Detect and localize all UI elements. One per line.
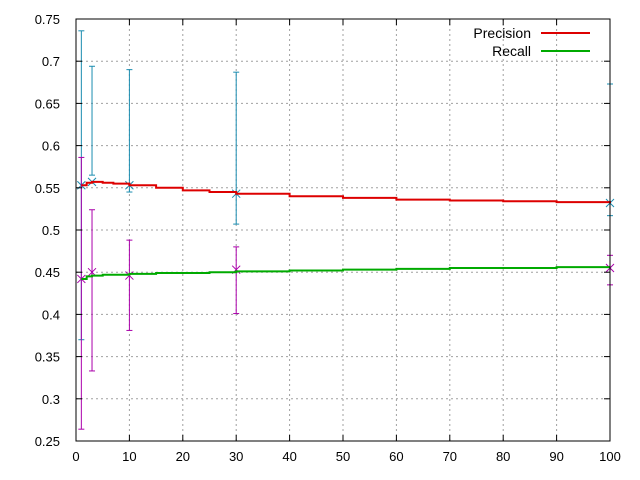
x-tick-label: 100 [599, 449, 621, 464]
legend-label-precision: Precision [473, 25, 531, 41]
y-tick-label: 0.3 [42, 392, 60, 407]
x-tick-label: 40 [282, 449, 296, 464]
y-tick-label: 0.65 [35, 96, 60, 111]
y-tick-label: 0.4 [42, 307, 60, 322]
series-lines [81, 180, 611, 280]
y-tick-label: 0.55 [35, 181, 60, 196]
x-tick-label: 70 [443, 449, 457, 464]
series-line-precision [81, 180, 611, 204]
legend-label-recall: Recall [492, 43, 531, 59]
x-tick-label: 50 [336, 449, 350, 464]
y-tick-label: 0.35 [35, 350, 60, 365]
legend: Precision Recall [473, 25, 590, 59]
axes [75, 18, 611, 442]
x-tick-label: 80 [496, 449, 510, 464]
y-tick-label: 0.7 [42, 54, 60, 69]
y-tick-labels: 0.25 0.3 0.35 0.4 0.45 0.5 0.55 0.6 0.65 0.7 0.75 [35, 12, 60, 449]
series-line-recall [81, 266, 610, 280]
x-tick-label: 30 [229, 449, 243, 464]
x-tick-label: 60 [389, 449, 403, 464]
plot-frame [75, 18, 611, 442]
x-tick-label: 10 [122, 449, 136, 464]
y-tick-label: 0.45 [35, 265, 60, 280]
x-tick-label: 20 [176, 449, 190, 464]
x-tick-label: 0 [72, 449, 79, 464]
grid [76, 19, 610, 441]
x-tick-label: 90 [549, 449, 563, 464]
x-tick-labels: 0 10 20 30 40 50 60 70 80 90 100 [72, 449, 620, 464]
y-tick-label: 0.75 [35, 12, 60, 27]
y-tick-label: 0.5 [42, 223, 60, 238]
y-tick-label: 0.25 [35, 434, 60, 449]
y-tick-label: 0.6 [42, 139, 60, 154]
